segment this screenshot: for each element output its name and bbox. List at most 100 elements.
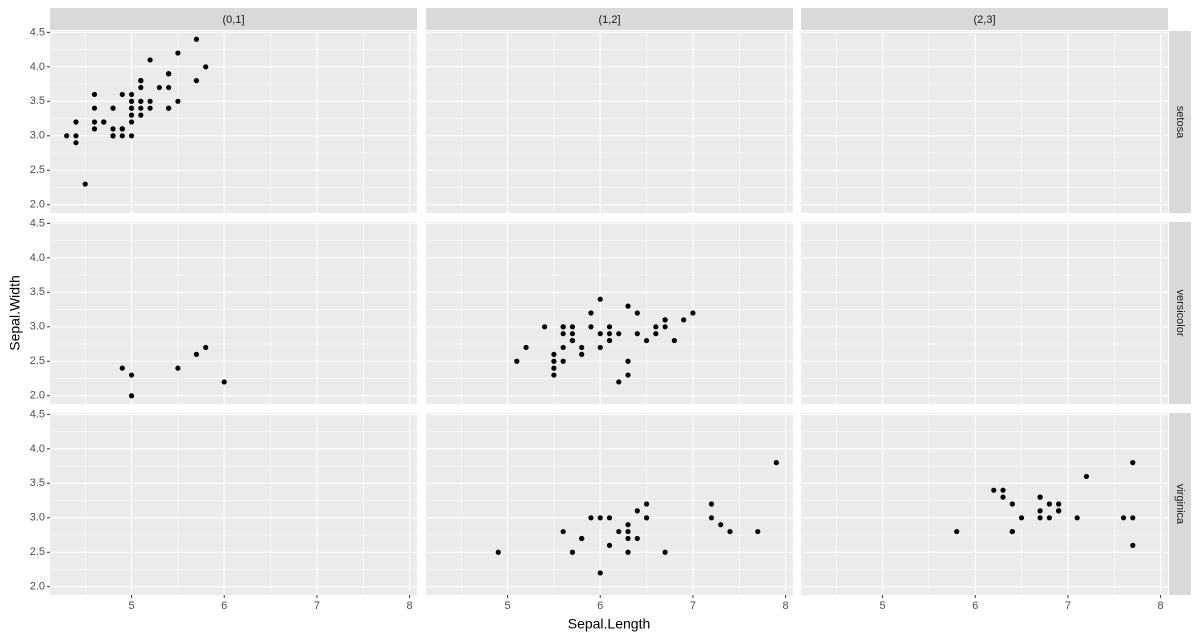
point (128, 112, 135, 118)
x-tick-label: 8 (783, 600, 789, 612)
point (110, 105, 116, 111)
point (653, 324, 659, 330)
point (542, 324, 548, 330)
y-tick-label: 4.0 (30, 61, 45, 73)
point (91, 126, 98, 132)
point (569, 337, 576, 344)
y-tick-label: 3.0 (30, 130, 45, 142)
column-strip-label: (1,2] (598, 14, 620, 26)
point (588, 324, 594, 330)
point (91, 105, 98, 111)
point (128, 105, 135, 111)
point (597, 331, 603, 337)
point (128, 393, 135, 399)
point (221, 379, 227, 385)
point (597, 515, 603, 521)
point (73, 133, 79, 139)
point (203, 64, 209, 70)
point (1046, 501, 1052, 507)
y-tick-label: 3.0 (30, 321, 45, 333)
panel-background (426, 222, 793, 404)
point (203, 344, 209, 351)
point (625, 372, 631, 378)
point (606, 331, 613, 337)
column-strip (50, 8, 417, 30)
point (1130, 542, 1136, 548)
panel-background (801, 222, 1168, 404)
point (755, 528, 761, 535)
x-tick-label: 6 (972, 600, 978, 612)
point (147, 57, 153, 63)
point (643, 515, 650, 521)
point (708, 501, 715, 507)
point (138, 84, 144, 91)
y-tick-label: 2.0 (30, 390, 45, 402)
point (128, 133, 135, 139)
point (597, 344, 603, 351)
point (991, 487, 997, 493)
y-tick-label: 4.0 (30, 443, 45, 455)
point (64, 133, 70, 139)
point (569, 331, 576, 337)
point (625, 535, 631, 542)
y-tick-label: 4.5 (30, 408, 45, 420)
point (193, 36, 200, 42)
point (616, 379, 622, 385)
point (616, 331, 622, 337)
point (128, 91, 135, 98)
point (193, 351, 200, 357)
point (1130, 460, 1136, 466)
panel-background (426, 31, 793, 213)
point (662, 549, 668, 555)
point (119, 91, 125, 98)
point (606, 324, 613, 330)
x-tick-label: 8 (1158, 600, 1164, 612)
point (597, 570, 603, 576)
point (954, 528, 960, 535)
point (606, 337, 613, 344)
y-tick-label: 4.5 (30, 217, 45, 229)
point (634, 331, 640, 337)
point (579, 351, 585, 357)
point (551, 365, 557, 371)
x-tick-label: 5 (879, 600, 885, 612)
row-strip (1169, 31, 1191, 213)
point (579, 344, 585, 351)
point (1000, 494, 1006, 500)
point (588, 515, 594, 521)
point (1009, 528, 1015, 535)
point (643, 337, 650, 344)
point (1009, 501, 1015, 507)
x-tick-label: 5 (128, 600, 134, 612)
point (616, 528, 622, 535)
point (625, 358, 631, 364)
point (119, 133, 125, 139)
point (662, 317, 668, 323)
point (551, 358, 557, 364)
point (662, 324, 668, 330)
point (1037, 494, 1043, 500)
row-strip-label: virginica (1174, 484, 1186, 525)
y-tick-label: 4.0 (30, 252, 45, 264)
point (1130, 515, 1136, 521)
x-tick-label: 6 (597, 600, 603, 612)
panel-background (426, 413, 793, 595)
point (1018, 515, 1025, 521)
row-strip (1169, 413, 1191, 595)
x-tick-label: 5 (504, 600, 510, 612)
point (138, 98, 144, 104)
point (1046, 515, 1052, 521)
y-tick-label: 2.0 (30, 199, 45, 211)
point (1037, 508, 1043, 514)
point (634, 310, 640, 316)
point (597, 296, 603, 302)
point (671, 337, 677, 344)
point (727, 528, 733, 535)
point (569, 549, 576, 555)
point (91, 119, 98, 125)
column-strip (426, 8, 793, 30)
point (175, 50, 181, 56)
row-strip (1169, 222, 1191, 404)
point (1000, 487, 1006, 493)
y-tick-label: 3.5 (30, 286, 45, 298)
